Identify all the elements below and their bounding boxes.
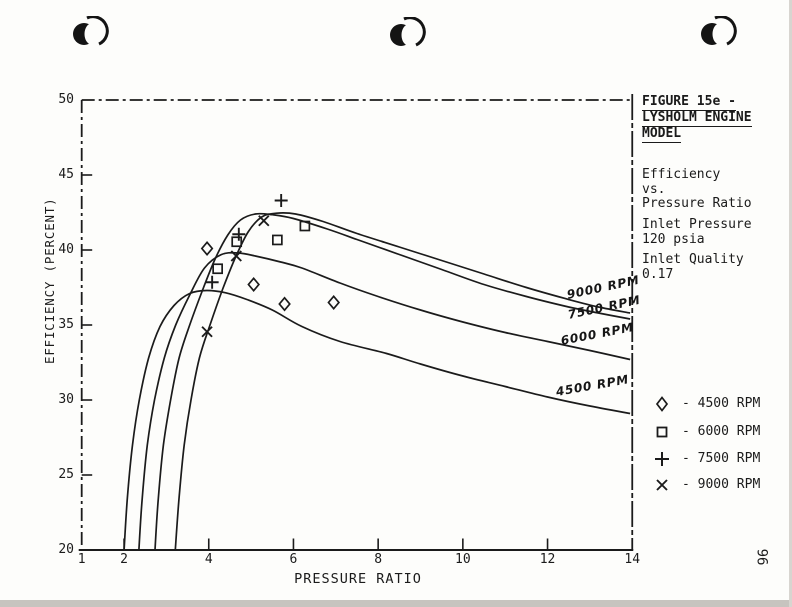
x-axis-title: PRESSURE RATIO bbox=[294, 571, 422, 587]
x-tick-label: 1 bbox=[77, 552, 86, 567]
legend-item: - 4500 RPM bbox=[648, 395, 788, 413]
square-marker-icon bbox=[656, 426, 668, 438]
x-tick-label: 6 bbox=[289, 552, 298, 567]
inlet-pressure-line: Inlet Pressure bbox=[642, 217, 752, 232]
y-tick-label: 30 bbox=[58, 392, 74, 407]
diamond-marker-icon bbox=[655, 396, 669, 412]
scan-edge-bottom bbox=[0, 600, 792, 607]
figure-title: FIGURE 15e - LYSHOLM ENGINE MODEL bbox=[642, 94, 790, 143]
y-tick-label: 25 bbox=[58, 467, 74, 482]
y-tick-label: 40 bbox=[58, 242, 74, 257]
x-tick-label: 8 bbox=[374, 552, 383, 567]
y-tick-label: 50 bbox=[58, 92, 74, 107]
figure-title-line: FIGURE 15e - bbox=[642, 94, 736, 111]
chart-legend: - 4500 RPM - 6000 RPM - 7500 RPM - 9000 … bbox=[648, 390, 788, 500]
inlet-quality-line: Inlet Quality bbox=[642, 252, 744, 267]
registration-mark-icon bbox=[73, 16, 109, 46]
y-tick-label: 45 bbox=[58, 167, 74, 182]
registration-mark-icon bbox=[701, 16, 737, 46]
legend-label: - 6000 RPM bbox=[682, 424, 761, 439]
inlet-pressure-line: 120 psia bbox=[642, 231, 705, 247]
x-tick-label: 12 bbox=[539, 552, 556, 567]
subtitle-line: vs. bbox=[642, 181, 666, 197]
legend-label: - 9000 RPM bbox=[682, 477, 761, 492]
legend-item: - 9000 RPM bbox=[648, 476, 788, 494]
figure-subtitle: Efficiency vs. Pressure Ratio bbox=[642, 167, 790, 212]
inlet-pressure-note: Inlet Pressure 120 psia bbox=[642, 217, 790, 247]
y-tick-label: 35 bbox=[58, 317, 74, 332]
x-tick-label: 2 bbox=[120, 552, 128, 567]
x-tick-label: 4 bbox=[204, 552, 213, 567]
legend-label: - 4500 RPM bbox=[682, 396, 761, 411]
page-number: 96 bbox=[753, 548, 770, 566]
scan-edge-right bbox=[789, 0, 792, 607]
y-axis-title: EFFICIENCY (PERCENT) bbox=[42, 197, 57, 364]
subtitle-line: Pressure Ratio bbox=[642, 196, 752, 211]
x-marker-icon bbox=[656, 479, 668, 491]
y-tick-label: 20 bbox=[58, 542, 74, 557]
figure-title-line: MODEL bbox=[642, 126, 682, 143]
x-tick-label: 10 bbox=[455, 552, 471, 567]
plus-marker-icon bbox=[655, 452, 669, 466]
x-tick-label: 14 bbox=[624, 552, 641, 567]
legend-label: - 7500 RPM bbox=[682, 451, 761, 466]
legend-item: - 6000 RPM bbox=[648, 423, 788, 441]
registration-mark-icon bbox=[390, 17, 426, 47]
inlet-quality-line: 0.17 bbox=[642, 266, 674, 282]
legend-item: - 7500 RPM bbox=[648, 450, 788, 468]
figure-title-line: LYSHOLM ENGINE bbox=[642, 110, 752, 127]
subtitle-line: Efficiency bbox=[642, 167, 721, 182]
inlet-quality-note: Inlet Quality 0.17 bbox=[642, 252, 790, 282]
